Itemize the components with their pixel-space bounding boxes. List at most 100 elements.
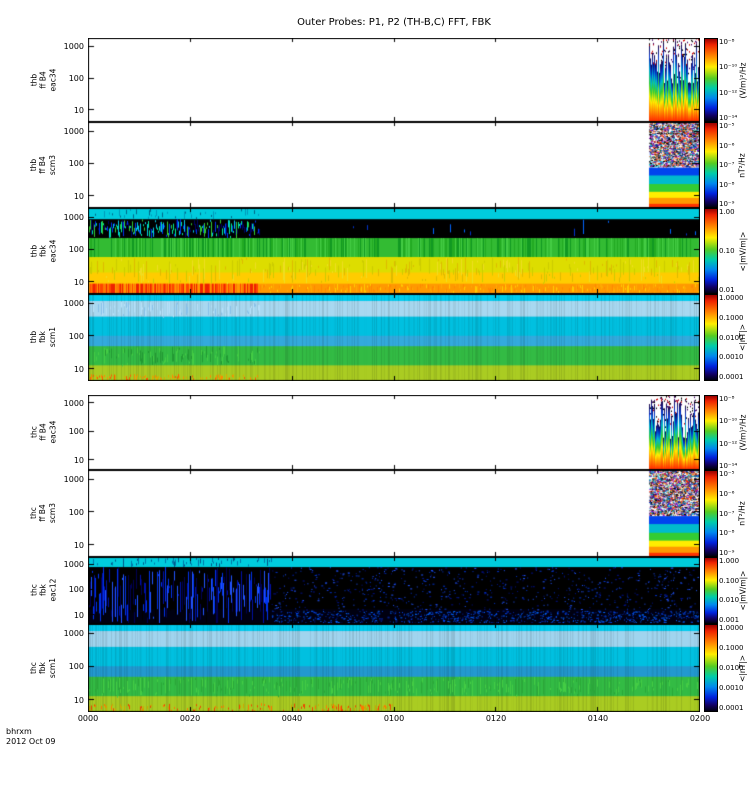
y-tick-label: 1000 bbox=[63, 212, 84, 222]
colorbar-tick-label: 0.0010 bbox=[719, 353, 744, 362]
spectrogram-canvas-thb-fbk-scm1 bbox=[88, 294, 700, 381]
colorbar-thc-fbk-eac12 bbox=[704, 557, 718, 624]
colorbar-tick-label: 0.1000 bbox=[719, 313, 744, 322]
y-tick-label: 10 bbox=[73, 106, 84, 116]
colorbar-unit-thb-fft-scm3: nT²/Hz bbox=[738, 152, 748, 178]
y-tick-label: 100 bbox=[68, 159, 84, 169]
colorbar-tick-label: 10⁻⁶ bbox=[719, 141, 735, 150]
x-tick-label: 0040 bbox=[281, 714, 303, 723]
y-tick-label: 1000 bbox=[63, 298, 84, 308]
footer-date-label: 2012 Oct 09 bbox=[6, 737, 56, 747]
spectrogram-canvas-thc-fbk-scm1 bbox=[88, 624, 700, 712]
colorbar-tick-label: 0.0001 bbox=[719, 704, 744, 712]
y-tick-label: 1000 bbox=[63, 42, 84, 52]
spectrogram-panel-thc-fbk-eac12 bbox=[88, 557, 700, 624]
colorbar-tick-label: 10⁻¹⁰ bbox=[719, 63, 738, 72]
spectrogram-canvas-thb-fbk-eac34 bbox=[88, 208, 700, 294]
spectrogram-panel-thb-fft-scm3 bbox=[88, 122, 700, 208]
y-tick-label: 1000 bbox=[63, 474, 84, 484]
colorbar-tick-label: 10⁻⁸ bbox=[719, 395, 735, 403]
y-tick-label: 10 bbox=[73, 610, 84, 620]
x-tick-label: 0000 bbox=[77, 714, 99, 723]
spectrogram-panel-thc-fbk-scm1 bbox=[88, 624, 700, 712]
spectrogram-panel-thb-fbk-scm1 bbox=[88, 294, 700, 381]
y-tick-label: 100 bbox=[68, 427, 84, 436]
colorbar-tick-label: 0.10 bbox=[719, 247, 735, 255]
colorbar-thb-fft-eac34 bbox=[704, 38, 718, 122]
x-tick-label: 0100 bbox=[383, 714, 405, 723]
colorbar-unit-thb-fbk-eac34: <|mV/m|> bbox=[738, 231, 747, 271]
colorbar-tick-label: 10⁻⁸ bbox=[719, 529, 735, 538]
colorbar-tick-label: 10⁻⁸ bbox=[719, 38, 735, 46]
y-tick-label: 100 bbox=[68, 245, 84, 255]
colorbar-tick-label: 10⁻⁵ bbox=[719, 122, 735, 130]
x-tick-label: 0140 bbox=[587, 714, 609, 723]
colorbar-thb-fbk-scm1 bbox=[704, 294, 718, 381]
y-tick-label: 1000 bbox=[63, 126, 84, 136]
colorbar-tick-label: 0.100 bbox=[719, 576, 740, 585]
colorbar-tick-label: 0.0010 bbox=[719, 684, 744, 692]
colorbar-tick-label: 10⁻⁹ bbox=[719, 200, 735, 208]
colorbar-thc-fbk-scm1 bbox=[704, 624, 718, 712]
colorbar-tick-label: 10⁻¹⁰ bbox=[719, 417, 738, 426]
colorbar-tick-label: 10⁻¹⁴ bbox=[719, 462, 738, 470]
y-tick-label: 1000 bbox=[63, 398, 84, 408]
colorbar-thc-fft-eac34 bbox=[704, 395, 718, 470]
colorbar-tick-label: 1.00 bbox=[719, 208, 735, 216]
colorbar-tick-label: 10⁻⁹ bbox=[719, 549, 735, 557]
colorbar-tick-label: 10⁻⁶ bbox=[719, 489, 735, 498]
y-tick-label: 100 bbox=[68, 662, 84, 672]
colorbar-tick-label: 0.0001 bbox=[719, 373, 744, 381]
colorbar-tick-label: 1.000 bbox=[719, 557, 740, 565]
colorbar-unit-thb-fbk-scm1: <|nT|> bbox=[738, 324, 747, 351]
y-tick-label: 100 bbox=[68, 585, 84, 595]
x-tick-label: 0200 bbox=[689, 714, 711, 723]
colorbar-tick-label: 1.0000 bbox=[719, 624, 744, 632]
colorbar-thb-fbk-eac34 bbox=[704, 208, 718, 294]
colorbar-tick-label: 0.001 bbox=[719, 616, 740, 624]
spectrogram-panel-thb-fft-eac34 bbox=[88, 38, 700, 122]
spectrogram-panel-thb-fbk-eac34 bbox=[88, 208, 700, 294]
colorbar-thb-fft-scm3 bbox=[704, 122, 718, 208]
y-tick-label: 100 bbox=[68, 74, 84, 84]
footer: bhrxm 2012 Oct 09 bbox=[6, 727, 55, 748]
colorbar-tick-label: 1.0000 bbox=[719, 294, 744, 302]
colorbar-tick-label: 10⁻¹² bbox=[719, 88, 738, 97]
colorbar-unit-thc-fft-scm3: nT²/Hz bbox=[738, 501, 748, 526]
y-tick-label: 10 bbox=[73, 540, 84, 550]
colorbar-tick-label: 0.0100 bbox=[719, 664, 744, 672]
colorbar-tick-label: 10⁻¹² bbox=[719, 439, 738, 448]
colorbar-thc-fft-scm3 bbox=[704, 470, 718, 557]
spectrogram-canvas-thc-fft-scm3 bbox=[88, 470, 700, 557]
y-tick-label: 1000 bbox=[63, 559, 84, 569]
y-tick-label: 10 bbox=[73, 364, 84, 374]
colorbar-tick-label: 0.0100 bbox=[719, 333, 744, 342]
x-tick-label: 0120 bbox=[485, 714, 507, 723]
colorbar-unit-thc-fbk-eac12: <|mV/m|> bbox=[738, 570, 747, 611]
colorbar-tick-label: 0.010 bbox=[719, 596, 740, 605]
spectrogram-canvas-thb-fft-scm3 bbox=[88, 122, 700, 208]
colorbar-tick-label: 10⁻⁷ bbox=[719, 509, 735, 518]
spectrogram-panel-thc-fft-scm3 bbox=[88, 470, 700, 557]
colorbar-tick-label: 10⁻⁷ bbox=[719, 161, 735, 169]
spectrogram-canvas-thc-fbk-eac12 bbox=[88, 557, 700, 624]
spectrogram-canvas-thc-fft-eac34 bbox=[88, 395, 700, 470]
colorbar-unit-thb-fft-eac34: (V/m)²/Hz bbox=[738, 62, 747, 98]
footer-program-label: bhrxm bbox=[6, 727, 32, 736]
y-tick-label: 10 bbox=[73, 695, 84, 705]
y-tick-label: 10 bbox=[73, 191, 84, 201]
colorbar-tick-label: 10⁻⁸ bbox=[719, 180, 735, 189]
y-tick-label: 100 bbox=[68, 507, 84, 517]
colorbar-tick-label: 0.1000 bbox=[719, 644, 744, 652]
colorbar-unit-thc-fbk-scm1: <|nT|> bbox=[738, 654, 747, 682]
colorbar-tick-label: 0.01 bbox=[719, 286, 735, 294]
y-tick-label: 100 bbox=[68, 331, 84, 341]
y-tick-label: 1000 bbox=[63, 628, 84, 638]
spectrogram-panel-thc-fft-eac34 bbox=[88, 395, 700, 470]
spectrogram-canvas-thb-fft-eac34 bbox=[88, 38, 700, 122]
colorbar-tick-label: 10⁻¹⁴ bbox=[719, 114, 738, 122]
figure-title: Outer Probes: P1, P2 (TH-B,C) FFT, FBK bbox=[297, 17, 491, 28]
y-tick-label: 10 bbox=[73, 277, 84, 287]
y-tick-label: 10 bbox=[73, 455, 84, 465]
